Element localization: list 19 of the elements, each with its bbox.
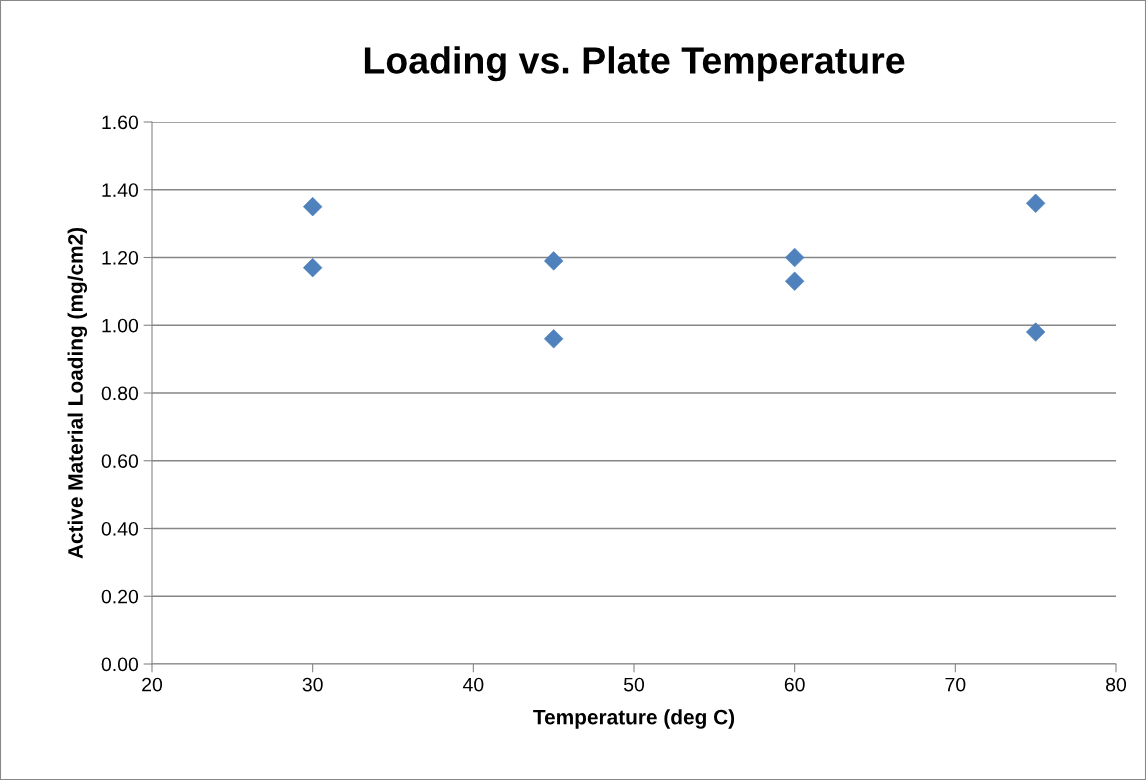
y-tick-label: 1.40 [102, 183, 139, 197]
x-tick-label: 70 [945, 677, 966, 692]
x-tick-label: 20 [142, 677, 163, 692]
y-tick-label: 0.40 [101, 521, 139, 536]
x-tick-label: 50 [623, 677, 645, 692]
x-axis-title: Temperature (deg C) [533, 709, 735, 729]
y-axis-title: Active Material Loading (mg/cm2) [67, 227, 88, 559]
y-tick-label: 0.00 [101, 657, 139, 672]
y-tick-label: 0.80 [101, 386, 139, 401]
y-tick-label: 1.60 [102, 115, 139, 130]
y-tick-label: 0.20 [101, 589, 139, 604]
chart-title: Loading vs. Plate Temperature [364, 46, 905, 82]
y-tick-label: 0.60 [101, 454, 139, 468]
x-tick-label: 30 [302, 677, 323, 692]
y-tick-label: 1.00 [102, 318, 139, 333]
x-tick-label: 80 [1106, 677, 1127, 692]
y-tick-label: 1.20 [102, 250, 139, 265]
x-tick-label: 40 [462, 677, 484, 692]
x-tick-label: 60 [784, 677, 805, 692]
